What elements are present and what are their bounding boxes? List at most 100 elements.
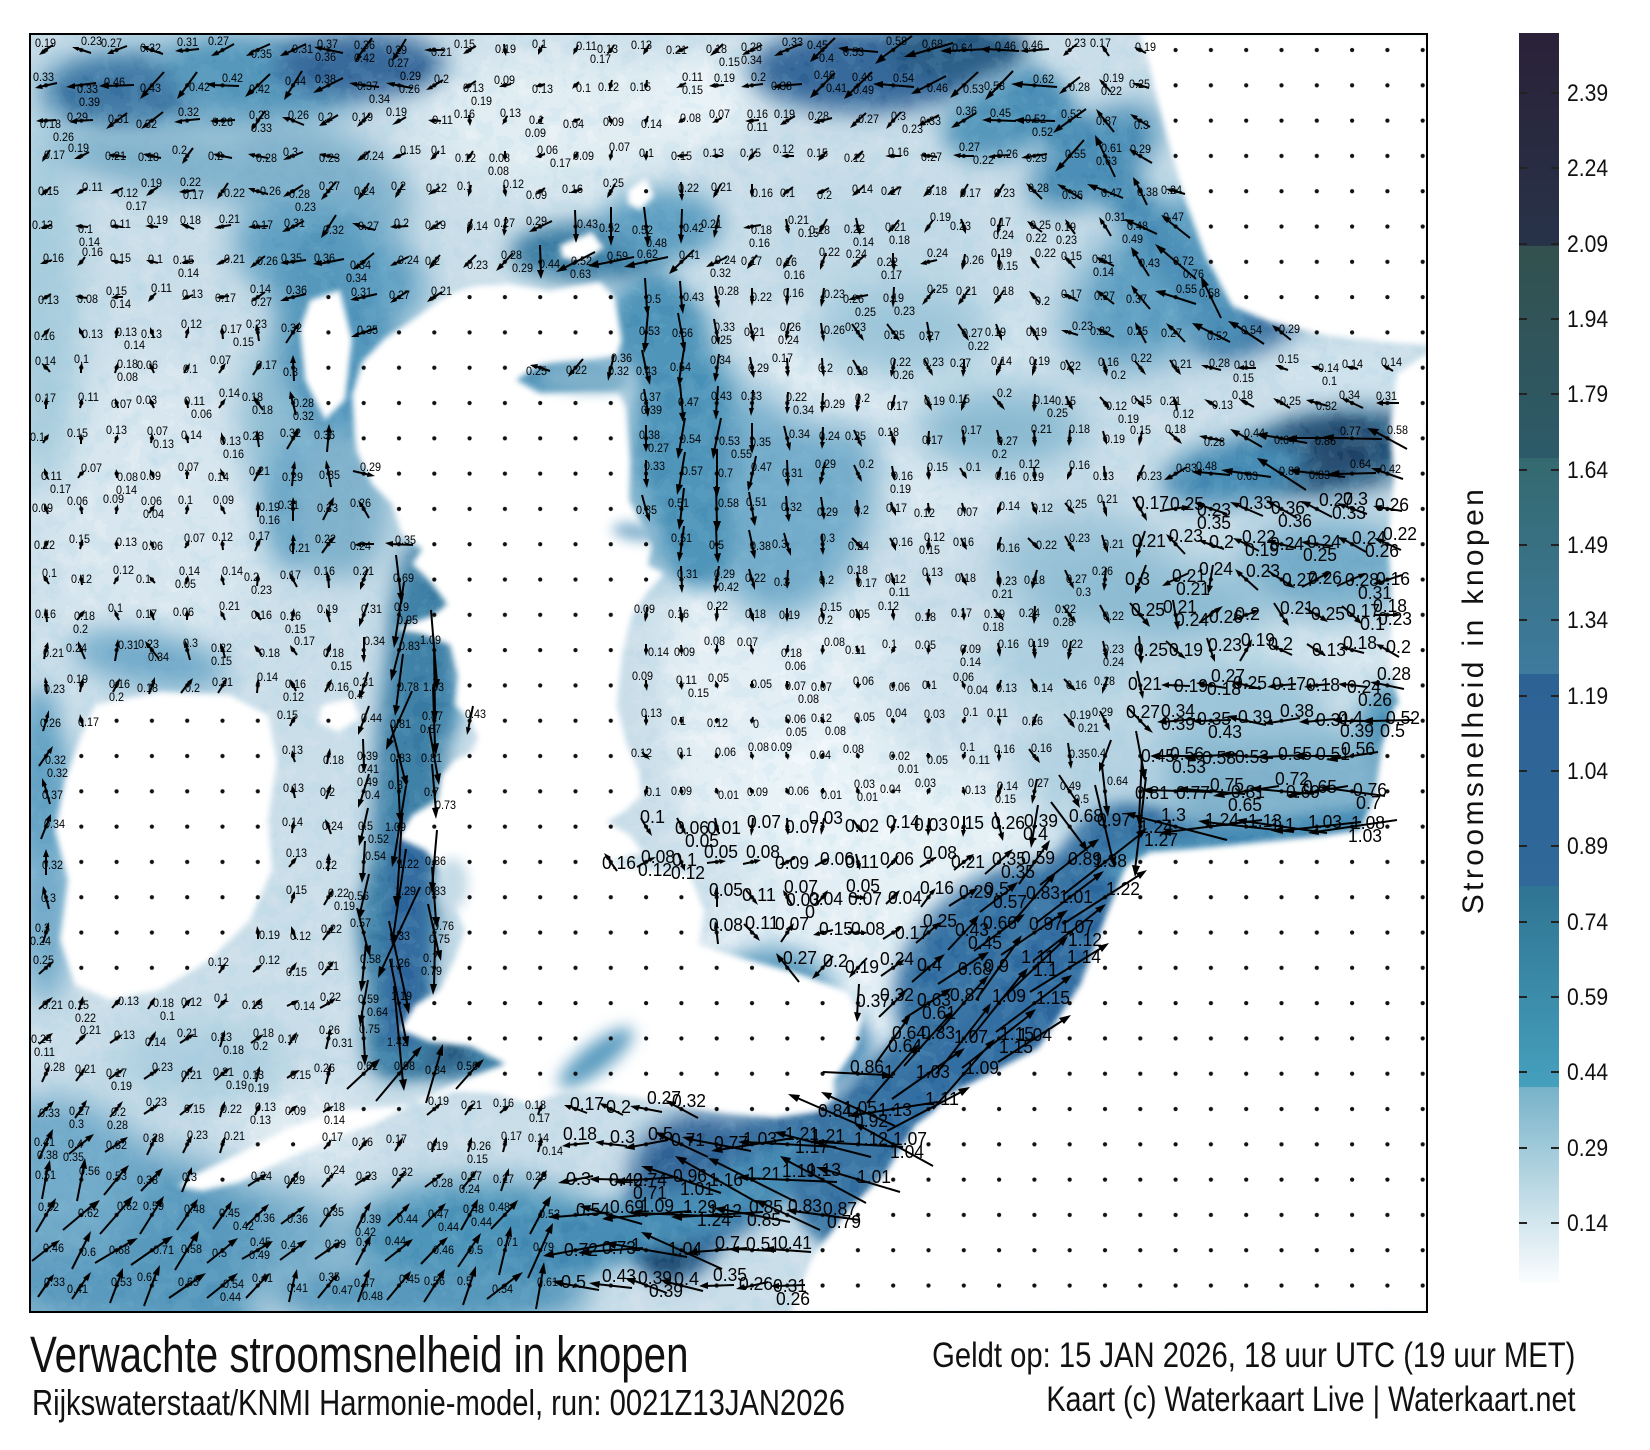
svg-text:0.43: 0.43 xyxy=(955,920,989,940)
svg-text:0.17: 0.17 xyxy=(922,433,943,447)
svg-text:0.5: 0.5 xyxy=(1380,721,1405,741)
svg-text:0.59: 0.59 xyxy=(358,992,379,1006)
svg-text:0.64: 0.64 xyxy=(952,41,973,55)
svg-text:0.38: 0.38 xyxy=(750,539,771,553)
svg-text:0.39: 0.39 xyxy=(79,95,100,109)
svg-text:0.47: 0.47 xyxy=(678,395,699,409)
svg-text:0.17: 0.17 xyxy=(886,501,907,515)
svg-text:0.11: 0.11 xyxy=(682,70,703,84)
svg-text:0.33: 0.33 xyxy=(644,459,665,473)
svg-text:0.07: 0.07 xyxy=(147,424,168,438)
svg-text:0.63: 0.63 xyxy=(1237,469,1258,483)
svg-text:0.7: 0.7 xyxy=(423,951,438,965)
svg-text:0.21: 0.21 xyxy=(224,1129,245,1143)
svg-text:0.2: 0.2 xyxy=(1268,634,1293,654)
svg-text:0.25: 0.25 xyxy=(603,176,624,190)
svg-text:0.15: 0.15 xyxy=(630,80,651,94)
svg-text:0.17: 0.17 xyxy=(50,482,71,496)
svg-text:1.14: 1.14 xyxy=(1067,947,1101,967)
svg-text:0.42: 0.42 xyxy=(355,1225,376,1239)
svg-text:1.13: 1.13 xyxy=(878,1100,912,1120)
svg-text:0.23: 0.23 xyxy=(1069,531,1090,545)
svg-text:0.01: 0.01 xyxy=(707,818,741,838)
svg-text:0.15: 0.15 xyxy=(740,146,761,160)
svg-text:0.3: 0.3 xyxy=(1076,585,1091,599)
svg-text:0.44: 0.44 xyxy=(539,257,560,271)
svg-text:0.07: 0.07 xyxy=(178,460,199,474)
svg-text:0.19: 0.19 xyxy=(991,246,1012,260)
svg-text:0.26: 0.26 xyxy=(288,108,309,122)
svg-text:0.08: 0.08 xyxy=(117,470,138,484)
svg-text:0.26: 0.26 xyxy=(776,1289,810,1309)
svg-text:0.19: 0.19 xyxy=(1104,432,1125,446)
svg-text:0.1: 0.1 xyxy=(78,222,93,236)
svg-text:0.18: 0.18 xyxy=(323,753,344,767)
svg-text:0.14: 0.14 xyxy=(250,282,271,296)
svg-text:0.01: 0.01 xyxy=(821,788,842,802)
svg-text:0.21: 0.21 xyxy=(1031,422,1052,436)
svg-text:0.5: 0.5 xyxy=(646,292,661,306)
svg-text:0.14: 0.14 xyxy=(1034,393,1055,407)
svg-text:0.23: 0.23 xyxy=(251,583,272,597)
svg-text:0.72: 0.72 xyxy=(1275,769,1309,789)
svg-text:0.2: 0.2 xyxy=(992,447,1007,461)
svg-text:0.35: 0.35 xyxy=(1197,709,1231,729)
svg-text:0.14: 0.14 xyxy=(124,338,145,352)
svg-text:0.21: 0.21 xyxy=(1163,597,1197,617)
svg-text:0.15: 0.15 xyxy=(927,460,948,474)
svg-text:0.19: 0.19 xyxy=(427,1139,448,1153)
svg-text:0.21: 0.21 xyxy=(219,599,240,613)
svg-text:0.16: 0.16 xyxy=(602,853,636,873)
svg-text:0.18: 0.18 xyxy=(323,646,344,660)
svg-text:0.09: 0.09 xyxy=(525,126,546,140)
svg-text:0.68: 0.68 xyxy=(1069,806,1103,826)
svg-text:0.53: 0.53 xyxy=(963,82,984,96)
svg-text:0.06: 0.06 xyxy=(715,745,736,759)
svg-text:0.12: 0.12 xyxy=(283,690,304,704)
svg-text:0.27: 0.27 xyxy=(251,295,272,309)
svg-text:0.35: 0.35 xyxy=(1001,862,1035,882)
svg-text:0.21: 0.21 xyxy=(1160,394,1181,408)
svg-text:0.2: 0.2 xyxy=(73,622,88,636)
svg-text:0.71: 0.71 xyxy=(633,1183,667,1203)
svg-text:0.13: 0.13 xyxy=(641,706,662,720)
svg-text:0.23: 0.23 xyxy=(1169,526,1203,546)
svg-text:0.64: 0.64 xyxy=(367,1005,388,1019)
svg-text:0.13: 0.13 xyxy=(703,146,724,160)
svg-text:0.1: 0.1 xyxy=(214,991,229,1005)
svg-text:0.25: 0.25 xyxy=(845,429,866,443)
svg-text:0.28: 0.28 xyxy=(1209,356,1230,370)
svg-text:0.57: 0.57 xyxy=(993,892,1027,912)
svg-text:0.29: 0.29 xyxy=(817,505,838,519)
svg-text:0.29: 0.29 xyxy=(360,460,381,474)
svg-text:0.19: 0.19 xyxy=(259,500,280,514)
svg-text:0.13: 0.13 xyxy=(463,81,484,95)
svg-text:0.23: 0.23 xyxy=(295,200,316,214)
svg-text:0.49: 0.49 xyxy=(1060,779,1081,793)
svg-text:0.14: 0.14 xyxy=(222,564,243,578)
svg-text:0.24: 0.24 xyxy=(398,253,419,267)
svg-text:0.34: 0.34 xyxy=(710,353,731,367)
svg-text:0.03: 0.03 xyxy=(915,776,936,790)
svg-text:0.17: 0.17 xyxy=(772,351,793,365)
svg-text:0.43: 0.43 xyxy=(602,1266,636,1286)
svg-text:0.86: 0.86 xyxy=(425,854,446,868)
svg-text:0.32: 0.32 xyxy=(880,985,914,1005)
svg-text:0.18: 0.18 xyxy=(74,609,95,623)
svg-text:0.24: 0.24 xyxy=(31,1032,52,1046)
svg-text:0.3: 0.3 xyxy=(1134,118,1149,132)
svg-text:0.09: 0.09 xyxy=(771,740,792,754)
svg-text:0.13: 0.13 xyxy=(965,783,986,797)
svg-text:0.1: 0.1 xyxy=(457,179,472,193)
svg-text:0.26: 0.26 xyxy=(893,368,914,382)
svg-text:0.07: 0.07 xyxy=(784,877,818,897)
svg-text:0.12: 0.12 xyxy=(1173,407,1194,421)
svg-text:0.17: 0.17 xyxy=(570,1094,604,1114)
svg-text:0.23: 0.23 xyxy=(467,258,488,272)
svg-text:0.08: 0.08 xyxy=(117,370,138,384)
svg-text:0.1: 0.1 xyxy=(671,714,686,728)
svg-text:0.05: 0.05 xyxy=(175,577,196,591)
svg-text:0.15: 0.15 xyxy=(688,686,709,700)
svg-text:0.26: 0.26 xyxy=(470,1139,491,1153)
svg-text:0.18: 0.18 xyxy=(878,425,899,439)
